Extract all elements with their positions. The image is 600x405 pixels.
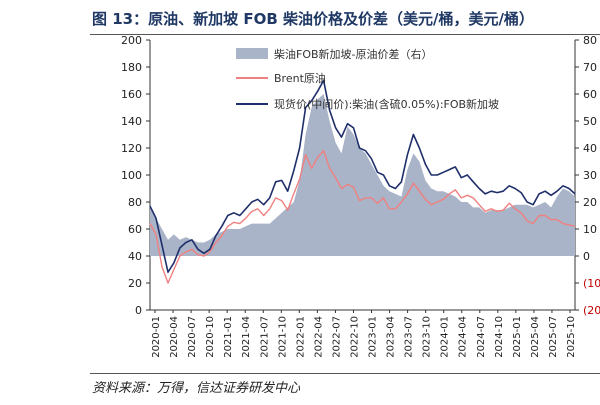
y-right-tick-label: 80 xyxy=(583,34,597,47)
y-right-tick-label: 40 xyxy=(583,142,597,155)
y-right-tick-label: 10 xyxy=(583,223,597,236)
chart: 0 20 40 60 80 100 120 140 160 180 200 (20) (10) 0 10 20… xyxy=(121,34,600,358)
y-right-tick-label: 50 xyxy=(583,115,597,128)
x-tick-label: 2022-01 xyxy=(295,316,306,358)
x-tick-label: 2022-07 xyxy=(331,316,342,358)
legend-swatch-spread xyxy=(236,48,268,59)
x-tick-label: 2025-07 xyxy=(548,316,559,358)
legend-label-diesel: 现货价(中间价):柴油(含硫0.05%):FOB新加坡 xyxy=(274,97,499,111)
y-left-tick-label: 60 xyxy=(128,223,142,236)
x-tick-label: 2022-04 xyxy=(313,316,324,358)
x-tick-label: 2020-10 xyxy=(205,316,216,358)
y-right-tick-label: 70 xyxy=(583,61,597,74)
x-tick-label: 2024-07 xyxy=(476,316,487,358)
spread-area xyxy=(150,94,575,256)
x-tick-label: 2023-10 xyxy=(422,316,433,358)
y-left-tick-label: 80 xyxy=(128,196,142,209)
legend: 柴油FOB新加坡-原油价差（右） Brent原油现货价(中间价):柴油(含硫0.0… xyxy=(236,47,499,111)
y-left-tick-label: 160 xyxy=(121,88,142,101)
x-tick-label: 2021-10 xyxy=(277,316,288,358)
x-tick-label: 2020-07 xyxy=(187,316,198,358)
x-tick-label: 2020-01 xyxy=(151,316,162,358)
title-divider xyxy=(90,34,600,35)
x-tick-label: 2024-04 xyxy=(458,316,469,358)
y-left-tick-label: 40 xyxy=(128,250,142,263)
y-left-tick-label: 0 xyxy=(135,304,142,317)
legend-label-spread: 柴油FOB新加坡-原油价差（右） xyxy=(274,47,433,61)
y-left-tick-label: 120 xyxy=(121,142,142,155)
y-right-tick-label: 0 xyxy=(583,250,590,263)
y-left-tick-label: 140 xyxy=(121,115,142,128)
figure-title: 图 13：原油、新加坡 FOB 柴油价格及价差（美元/桶，美元/桶） xyxy=(92,10,534,28)
x-tick-label: 2023-04 xyxy=(386,316,397,358)
y-right-tick-label: (20) xyxy=(583,304,600,317)
x-tick-label: 2021-01 xyxy=(223,316,234,358)
y-left-tick-label: 180 xyxy=(121,61,142,74)
x-tick-label: 2024-01 xyxy=(440,316,451,358)
y-left-tick-label: 200 xyxy=(121,34,142,47)
x-tick-label: 2025-10 xyxy=(566,316,577,358)
y-left-tick-label: 100 xyxy=(121,169,142,182)
source-divider xyxy=(90,373,600,374)
x-tick-label: 2023-01 xyxy=(368,316,379,358)
source-note: 资料来源：万得，信达证券研发中心 xyxy=(92,381,301,396)
figure-title-bar: 图 13：原油、新加坡 FOB 柴油价格及价差（美元/桶，美元/桶） xyxy=(0,0,600,34)
brent-line xyxy=(149,150,576,284)
y-right-tick-label: 60 xyxy=(583,88,597,101)
y-right-tick-label: 30 xyxy=(583,169,597,182)
y-right-tick-label: (10) xyxy=(583,277,600,290)
legend-label-brent: Brent原油 xyxy=(274,71,326,85)
y-left-tick-label: 20 xyxy=(128,277,142,290)
x-tick-label: 2023-07 xyxy=(404,316,415,358)
diesel-line xyxy=(149,79,576,273)
x-tick-label: 2025-01 xyxy=(512,316,523,358)
x-tick-label: 2025-04 xyxy=(530,316,541,358)
y-right-tick-label: 20 xyxy=(583,196,597,209)
x-tick-label: 2021-04 xyxy=(241,316,252,358)
x-tick-label: 2022-10 xyxy=(349,316,360,358)
x-tick-label: 2020-04 xyxy=(169,316,180,358)
x-tick-label: 2024-10 xyxy=(494,316,505,358)
x-tick-label: 2021-07 xyxy=(259,316,270,358)
